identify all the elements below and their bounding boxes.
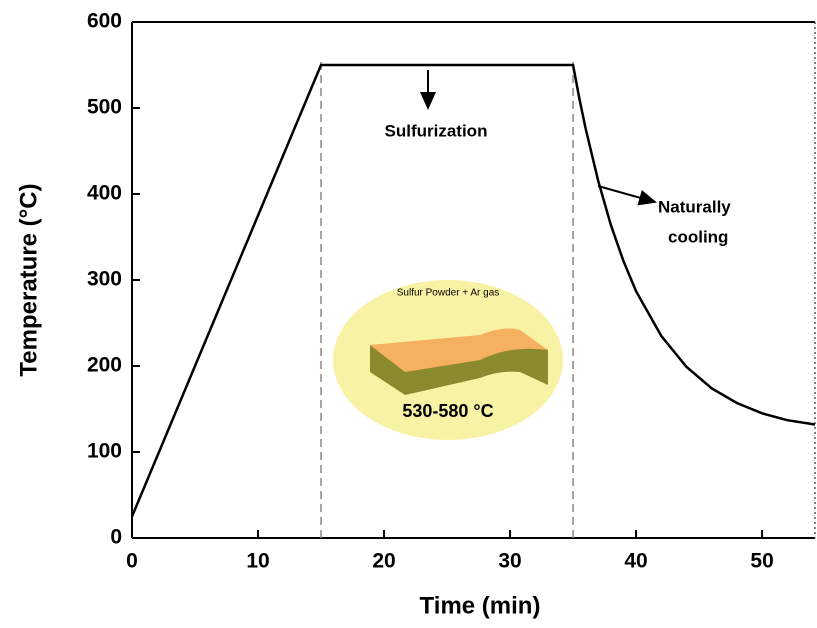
inset: Sulfur Powder + Ar gas 530-580 °C [333,280,563,440]
y-tick-label: 0 [110,526,122,549]
y-tick-label: 500 [87,96,122,119]
y-tick-label: 100 [87,440,122,463]
y-tick-label: 600 [87,10,122,33]
annotation: Naturally [658,197,731,216]
x-tick-label: 30 [498,550,521,573]
inset-temp: 530-580 °C [402,401,493,421]
x-tick-label: 50 [750,550,773,573]
inset-title: Sulfur Powder + Ar gas [397,288,500,299]
x-tick-label: 40 [624,550,647,573]
line [130,63,816,517]
x-tick-label: 10 [246,550,269,573]
y-tick-label: 300 [87,268,122,291]
y-axis-label: Temperature (°C) [15,183,42,376]
arrow [597,185,657,206]
x-tick-label: 20 [372,550,395,573]
annotation: Sulfurization [385,121,488,140]
y-tick-label: 200 [87,354,122,377]
y-tick-label: 400 [87,182,122,205]
x-axis-label: Time (min) [420,592,541,619]
x-tick-label: 0 [126,550,138,573]
slab-top [370,328,548,372]
annotation: cooling [668,227,728,246]
